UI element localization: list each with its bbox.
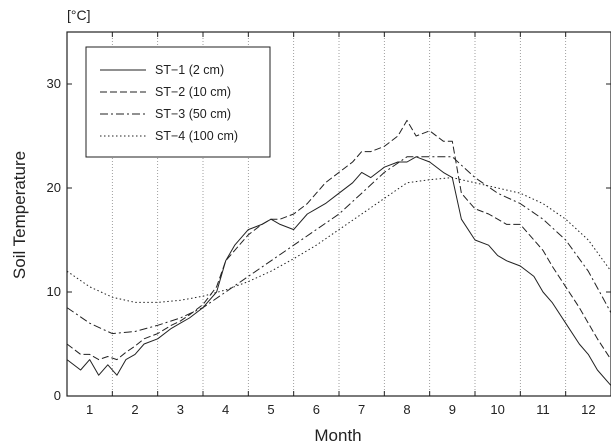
series-line-2	[66, 119, 611, 361]
series-line-1	[66, 156, 611, 386]
x-tick-label: 4	[222, 402, 229, 417]
legend: ST−1 (2 cm) ST−2 (10 cm) ST−3 (50 cm) ST−4 …	[85, 46, 271, 158]
x-tick-label: 3	[177, 402, 184, 417]
x-tick-label: 1	[86, 402, 93, 417]
legend-label-3: ST−3 (50 cm)	[155, 107, 231, 121]
series-line-4	[66, 177, 611, 303]
legend-label-1: ST−1 (2 cm)	[155, 63, 224, 77]
x-axis-ticks: 1 2 3 4 5 6 7 8 9 10 11 12	[86, 32, 596, 417]
y-axis-ticks: 0 10 20 30	[47, 76, 611, 403]
x-tick-label: 5	[267, 402, 274, 417]
legend-box	[85, 46, 271, 158]
x-tick-label: 7	[358, 402, 365, 417]
x-axis-title: Month	[314, 426, 361, 445]
y-tick-label: 10	[47, 284, 61, 299]
x-tick-label: 11	[536, 402, 550, 417]
x-tick-label: 12	[581, 402, 595, 417]
x-tick-label: 2	[131, 402, 138, 417]
legend-label-2: ST−2 (10 cm)	[155, 85, 231, 99]
x-tick-label: 6	[313, 402, 320, 417]
series-lines	[66, 119, 611, 386]
y-tick-label: 0	[54, 388, 61, 403]
x-tick-label: 8	[403, 402, 410, 417]
series-line-3	[66, 156, 611, 335]
legend-label-4: ST−4 (100 cm)	[155, 129, 238, 143]
x-tick-label: 10	[490, 402, 504, 417]
y-axis-title: Soil Temperature	[10, 151, 29, 279]
y-axis-unit: [°C]	[67, 7, 91, 23]
y-tick-label: 20	[47, 180, 61, 195]
x-tick-label: 9	[449, 402, 456, 417]
y-tick-label: 30	[47, 76, 61, 91]
